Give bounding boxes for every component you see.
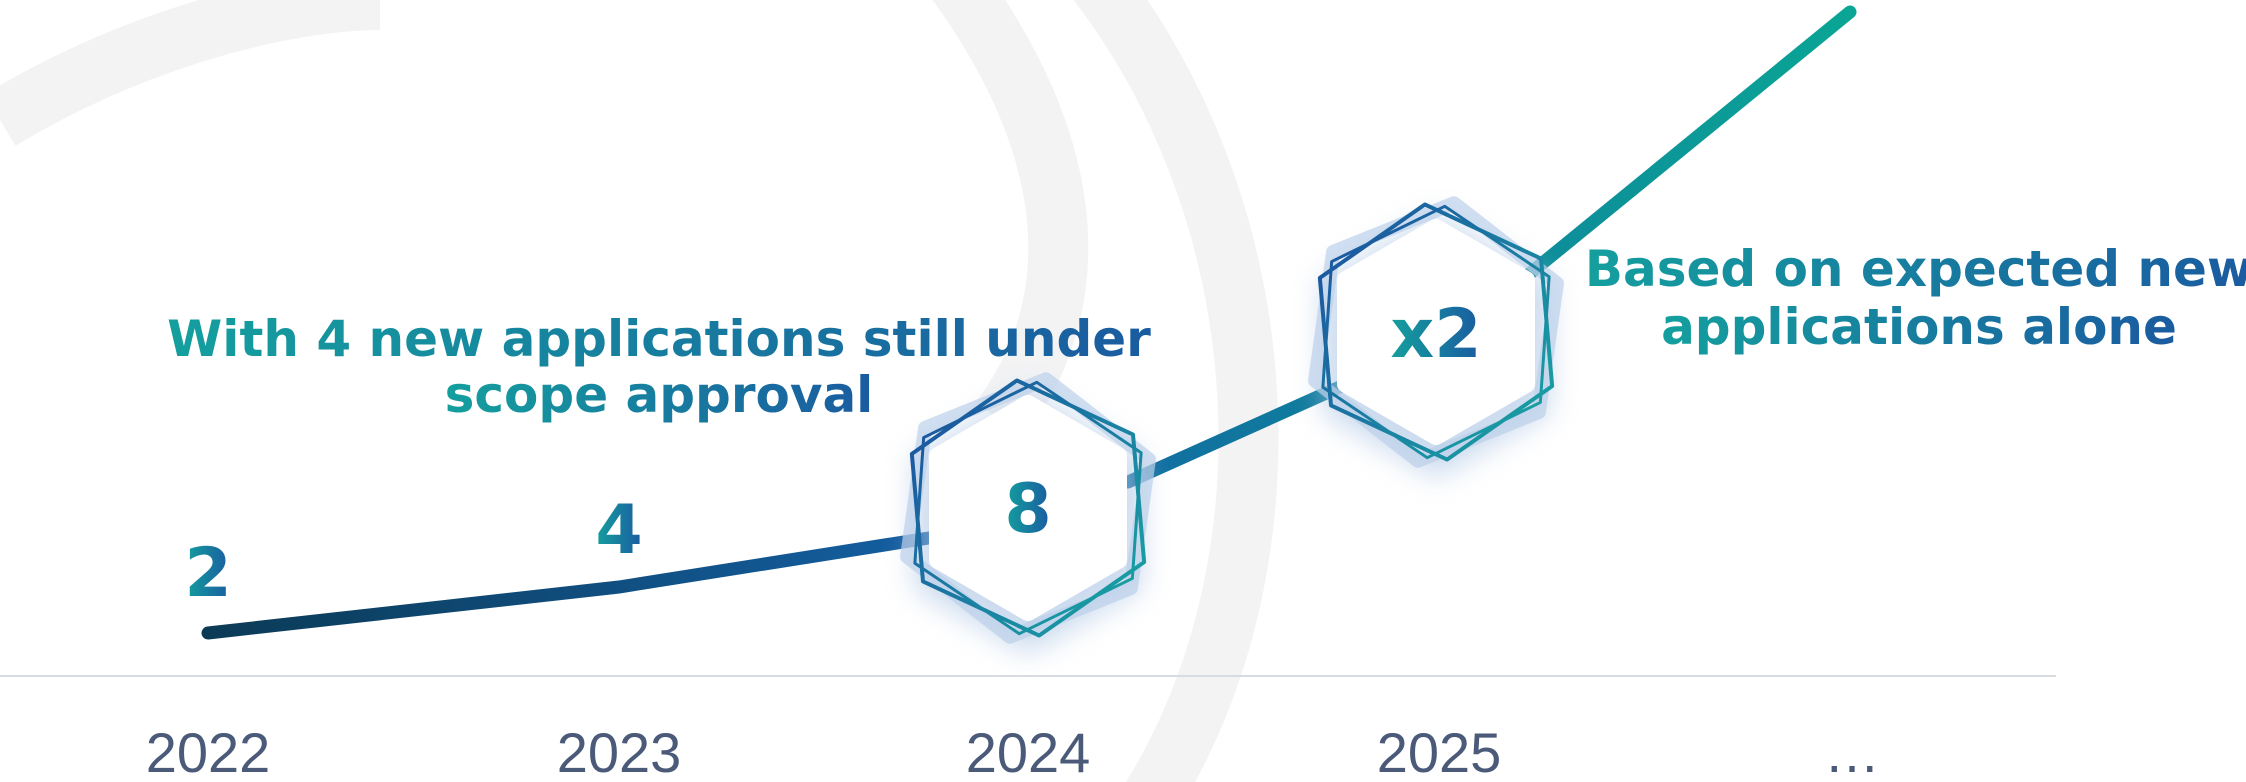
point-label: 4	[595, 491, 642, 570]
annotation-line: Based on expected new	[1585, 240, 2246, 298]
annotation-line: With 4 new applications still under	[167, 310, 1151, 368]
year-label: 2023	[557, 721, 682, 782]
year-label: 2025	[1377, 721, 1502, 782]
annotation-line: applications alone	[1661, 298, 2177, 356]
annotation-line: scope approval	[445, 366, 874, 424]
infographic: 2 4 8 x2 With 4 new applications still u…	[0, 0, 2246, 782]
year-label: 2024	[966, 721, 1091, 782]
point-label: 2	[184, 534, 231, 613]
point-label: 8	[1004, 470, 1051, 549]
point-label: x2	[1390, 295, 1481, 374]
year-label: …	[1824, 721, 1880, 782]
year-label: 2022	[146, 721, 271, 782]
